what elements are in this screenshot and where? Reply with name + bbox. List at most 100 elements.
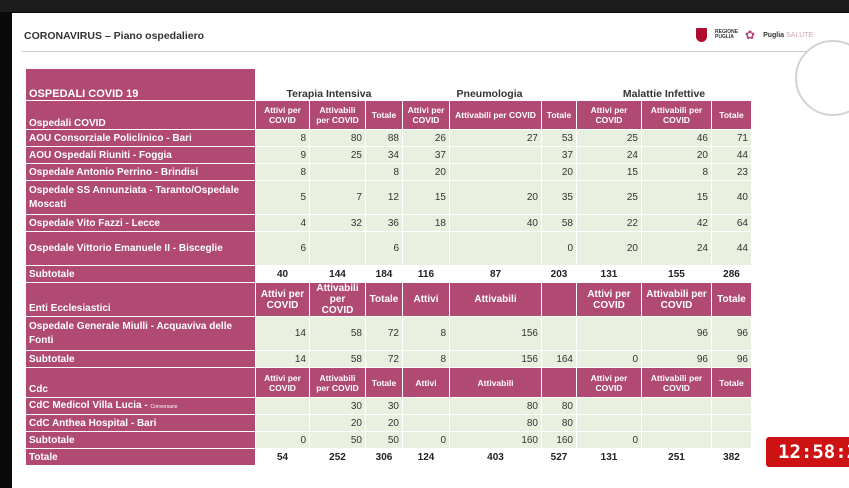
- cell: [576, 414, 642, 432]
- title-divider: [22, 51, 812, 52]
- col-header: Totale: [365, 367, 403, 398]
- cell: 88: [365, 129, 403, 147]
- table-row: Ospedale SS Annunziata - Taranto/Ospedal…: [25, 180, 752, 215]
- table-row: CdC Medicol Villa Lucia - Conversano 30 …: [25, 397, 752, 415]
- cell: 306: [365, 448, 403, 466]
- table-row: CdC Anthea Hospital - Bari 20 20 80 80: [25, 414, 752, 432]
- cell: 8: [641, 163, 712, 181]
- cell: 164: [541, 350, 577, 368]
- cell: [255, 397, 310, 415]
- top-bar: [0, 0, 849, 12]
- cell: 8: [365, 163, 403, 181]
- cell: 80: [541, 414, 577, 432]
- cell: 96: [641, 316, 712, 351]
- cell: 58: [309, 316, 366, 351]
- cell: 18: [402, 214, 450, 232]
- col-header: Attivabili per COVID: [449, 100, 542, 130]
- cell: 8: [255, 163, 310, 181]
- cell: 20: [309, 414, 366, 432]
- cell: 6: [255, 231, 310, 266]
- cell: 4: [255, 214, 310, 232]
- col-header: Attivi: [402, 282, 450, 317]
- corner-circle-overlay: [795, 40, 849, 116]
- cell: 71: [711, 129, 752, 147]
- cell: 42: [641, 214, 712, 232]
- cell: 7: [309, 180, 366, 215]
- col-header: Attivi: [402, 367, 450, 398]
- total-label: Totale: [25, 448, 256, 466]
- col-header: Attivabili per COVID: [309, 367, 366, 398]
- cell: [711, 397, 752, 415]
- cell: 27: [449, 129, 542, 147]
- cell: 40: [255, 265, 310, 283]
- enti-header-row: Enti Ecclesiastici Attivi per COVID Atti…: [25, 282, 752, 317]
- cell: 124: [402, 448, 450, 466]
- cell: 24: [576, 146, 642, 164]
- cell: 0: [576, 431, 642, 449]
- subtotal-label: Subtotale: [25, 265, 256, 283]
- cell: [576, 397, 642, 415]
- cell: 20: [576, 231, 642, 266]
- cell: 96: [711, 350, 752, 368]
- hospital-name: CdC Medicol Villa Lucia - Conversano: [25, 397, 256, 415]
- cell: 80: [449, 414, 542, 432]
- col-header: Totale: [711, 282, 752, 317]
- col-header: Totale: [365, 100, 403, 130]
- cell: 156: [449, 316, 542, 351]
- col-header: [541, 367, 577, 398]
- cell: 403: [449, 448, 542, 466]
- cell: 131: [576, 265, 642, 283]
- hospital-name: Ospedale SS Annunziata - Taranto/Ospedal…: [25, 180, 256, 215]
- cell: 40: [449, 214, 542, 232]
- cell: 8: [255, 129, 310, 147]
- cell: 30: [309, 397, 366, 415]
- cell: 20: [402, 163, 450, 181]
- cell: 286: [711, 265, 752, 283]
- cell: [255, 414, 310, 432]
- cell: [402, 414, 450, 432]
- cell: 382: [711, 448, 752, 466]
- cell: 20: [449, 180, 542, 215]
- subtotal-label: Subtotale: [25, 350, 256, 368]
- cell: 40: [711, 180, 752, 215]
- group-terapia-intensiva: Terapia Intensiva: [255, 68, 403, 101]
- puglia-logo-text: Puglia: [763, 31, 785, 39]
- cell: 36: [365, 214, 403, 232]
- col-header: Attivi per COVID: [576, 100, 642, 130]
- cell: 9: [255, 146, 310, 164]
- col-header: Totale: [541, 100, 577, 130]
- cell: 44: [711, 146, 752, 164]
- cell: [711, 414, 752, 432]
- cell: 6: [365, 231, 403, 266]
- table-row: Ospedale Antonio Perrino - Brindisi 8 8 …: [25, 163, 752, 181]
- cell: 25: [576, 180, 642, 215]
- cell: 26: [402, 129, 450, 147]
- clock-time: 12:58:28: [778, 441, 849, 463]
- cdc-header-row: Cdc Attivi per COVID Attivabili per COVI…: [25, 367, 752, 398]
- col-header: Totale: [365, 282, 403, 317]
- table-title: OSPEDALI COVID 19: [25, 68, 256, 101]
- cell: 12: [365, 180, 403, 215]
- cell: 160: [449, 431, 542, 449]
- cell: 58: [309, 350, 366, 368]
- col-header: [541, 282, 577, 317]
- logos: REGIONE PUGLIA ✿ Puglia SALUTE: [696, 28, 813, 42]
- table-row: Ospedale Generale Miulli - Acquaviva del…: [25, 316, 752, 351]
- salute-logo-text: SALUTE: [786, 31, 814, 39]
- cell: 64: [711, 214, 752, 232]
- cell: 527: [541, 448, 577, 466]
- col-header: Attivi per COVID: [255, 367, 310, 398]
- col-header: Attivi per COVID: [576, 367, 642, 398]
- subtotal-label: Subtotale: [25, 431, 256, 449]
- cell: 252: [309, 448, 366, 466]
- cell: [402, 397, 450, 415]
- table-row: AOU Consorziale Policlinico - Bari 8 80 …: [25, 129, 752, 147]
- col-header: Totale: [711, 367, 752, 398]
- col-header: Attivabili per COVID: [641, 282, 712, 317]
- hospital-name: Ospedale Vittorio Emanuele II - Biscegli…: [25, 231, 256, 266]
- cell: [449, 231, 542, 266]
- cell: 34: [365, 146, 403, 164]
- cell: 53: [541, 129, 577, 147]
- cell: 25: [576, 129, 642, 147]
- cell: 160: [541, 431, 577, 449]
